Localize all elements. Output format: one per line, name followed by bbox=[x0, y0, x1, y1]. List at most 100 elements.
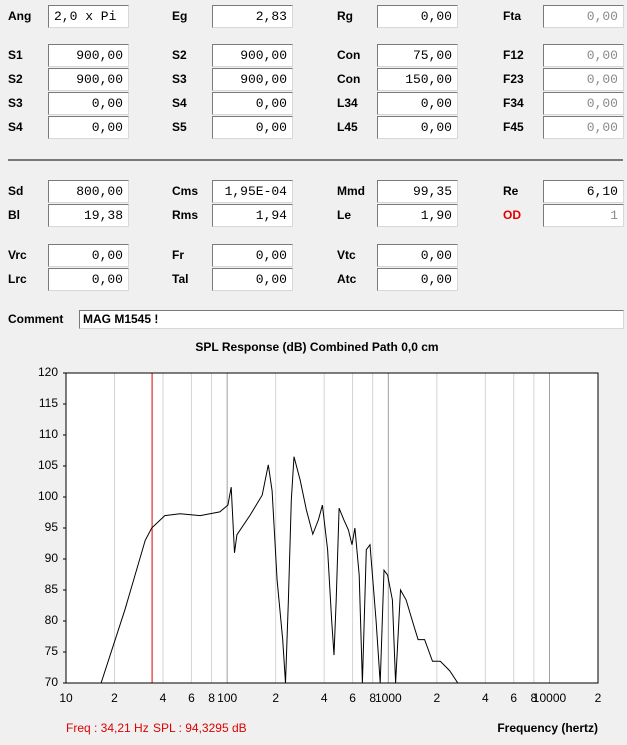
y-tick-label: 120 bbox=[38, 365, 58, 379]
field-input: 0,00 bbox=[543, 5, 624, 28]
field-input: 0,00 bbox=[212, 92, 293, 115]
x-axis-label: Frequency (hertz) bbox=[497, 721, 598, 735]
field-input: 0,00 bbox=[48, 244, 129, 267]
field-input: 900,00 bbox=[212, 44, 293, 67]
comment-label: Comment bbox=[8, 312, 64, 326]
field-label: F12 bbox=[503, 48, 524, 62]
x-tick-label: 2 bbox=[433, 691, 440, 705]
field-label: Vrc bbox=[8, 248, 27, 262]
field-input: 900,00 bbox=[212, 68, 293, 91]
y-tick-label: 70 bbox=[45, 675, 59, 689]
field-label: Rms bbox=[172, 208, 199, 222]
field-input: 150,00 bbox=[377, 68, 458, 91]
field-label: Ang bbox=[8, 9, 32, 23]
field-input: 99,35 bbox=[377, 180, 458, 203]
field-input: 1 bbox=[543, 204, 624, 227]
field-input: 0,00 bbox=[212, 268, 293, 291]
field-label: Atc bbox=[337, 272, 357, 286]
x-tick-label: 8 bbox=[208, 691, 215, 705]
field-label: Bl bbox=[8, 208, 20, 222]
field-label: Cms bbox=[172, 184, 199, 198]
field-label: S2 bbox=[8, 72, 23, 86]
x-tick-label: 2 bbox=[595, 691, 602, 705]
x-tick-label: 8 bbox=[369, 691, 376, 705]
x-tick-label: 10000 bbox=[533, 691, 567, 705]
field-label: Fr bbox=[172, 248, 184, 262]
comment-input: MAG M1545 ! bbox=[79, 310, 624, 329]
field-input: 0,00 bbox=[212, 244, 293, 267]
field-label: S5 bbox=[172, 120, 187, 134]
y-tick-label: 95 bbox=[45, 520, 59, 534]
field-label: Lrc bbox=[8, 272, 27, 286]
field-input: 0,00 bbox=[377, 244, 458, 267]
readout-freq: Freq : 34,21 Hz bbox=[66, 721, 149, 735]
field-input: 1,90 bbox=[377, 204, 458, 227]
field-label: Tal bbox=[172, 272, 189, 286]
field-label: L45 bbox=[337, 120, 358, 134]
field-label: Eg bbox=[172, 9, 188, 23]
y-tick-label: 85 bbox=[45, 582, 59, 596]
field-input: 2,0 x Pi bbox=[48, 5, 129, 28]
y-tick-label: 110 bbox=[39, 427, 58, 441]
x-tick-label: 6 bbox=[510, 691, 517, 705]
x-tick-label: 8 bbox=[531, 691, 538, 705]
chart-title: SPL Response (dB) Combined Path 0,0 cm bbox=[195, 340, 438, 354]
y-tick-label: 75 bbox=[45, 644, 59, 658]
plot-frame bbox=[65, 372, 599, 684]
plot-area bbox=[65, 372, 599, 684]
field-label: Le bbox=[337, 208, 352, 222]
field-input: 0,00 bbox=[377, 116, 458, 139]
x-tick-label: 2 bbox=[111, 691, 118, 705]
readout-spl: SPL : 94,3295 dB bbox=[153, 721, 247, 735]
field-input: 0,00 bbox=[377, 5, 458, 28]
field-input: 2,83 bbox=[212, 5, 293, 28]
field-label: Mmd bbox=[337, 184, 365, 198]
field-label: S3 bbox=[172, 72, 187, 86]
field-input: 900,00 bbox=[48, 68, 129, 91]
field-label: Con bbox=[337, 48, 361, 62]
y-tick-label: 105 bbox=[38, 458, 58, 472]
field-label: S4 bbox=[172, 96, 187, 110]
field-label: Rg bbox=[337, 9, 353, 23]
field-input: 0,00 bbox=[377, 92, 458, 115]
x-tick-label: 10 bbox=[59, 691, 73, 705]
field-label: Vtc bbox=[337, 248, 356, 262]
x-tick-label: 4 bbox=[482, 691, 489, 705]
field-input: 800,00 bbox=[48, 180, 129, 203]
field-input: 0,00 bbox=[48, 116, 129, 139]
field-label: S3 bbox=[8, 96, 23, 110]
field-input: 0,00 bbox=[543, 92, 624, 115]
field-input: 0,00 bbox=[543, 44, 624, 67]
field-label: Sd bbox=[8, 184, 24, 198]
x-tick-label: 4 bbox=[321, 691, 328, 705]
field-label: F23 bbox=[503, 72, 524, 86]
field-input: 0,00 bbox=[543, 116, 624, 139]
field-input: 0,00 bbox=[543, 68, 624, 91]
x-tick-label: 100 bbox=[217, 691, 237, 705]
y-tick-label: 80 bbox=[45, 613, 59, 627]
field-label: L34 bbox=[337, 96, 358, 110]
x-tick-label: 6 bbox=[349, 691, 356, 705]
y-tick-label: 100 bbox=[38, 489, 58, 503]
x-tick-label: 2 bbox=[272, 691, 279, 705]
field-input: 75,00 bbox=[377, 44, 458, 67]
field-label: Re bbox=[503, 184, 519, 198]
field-input: 6,10 bbox=[543, 180, 624, 203]
y-tick-label: 115 bbox=[39, 396, 58, 410]
y-tick-label: 90 bbox=[45, 551, 59, 565]
field-input: 1,95E-04 bbox=[212, 180, 293, 203]
field-input: 0,00 bbox=[377, 268, 458, 291]
field-input: 0,00 bbox=[212, 116, 293, 139]
x-tick-label: 1000 bbox=[375, 691, 402, 705]
field-label: Fta bbox=[503, 9, 521, 23]
field-label: F45 bbox=[503, 120, 524, 134]
field-input: 0,00 bbox=[48, 92, 129, 115]
field-label: S1 bbox=[8, 48, 23, 62]
field-label: F34 bbox=[503, 96, 524, 110]
x-tick-label: 6 bbox=[188, 691, 195, 705]
field-input: 1,94 bbox=[212, 204, 293, 227]
spl-curve bbox=[100, 456, 459, 683]
field-label: S4 bbox=[8, 120, 23, 134]
